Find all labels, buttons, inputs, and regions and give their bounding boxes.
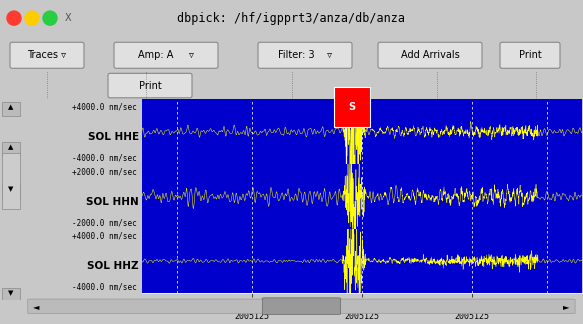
Text: +4000.0 nm/sec: +4000.0 nm/sec (72, 232, 137, 241)
Text: Print: Print (519, 50, 542, 60)
Circle shape (25, 11, 39, 25)
FancyBboxPatch shape (500, 42, 560, 68)
Text: dbpick: /hf/igpprt3/anza/db/anza: dbpick: /hf/igpprt3/anza/db/anza (177, 12, 405, 25)
Text: SOL HHE: SOL HHE (87, 132, 139, 142)
Text: Traces ▿: Traces ▿ (27, 50, 66, 60)
Text: Add Arrivals: Add Arrivals (401, 50, 459, 60)
Text: +2000.0 nm/sec: +2000.0 nm/sec (72, 167, 137, 176)
FancyBboxPatch shape (2, 153, 20, 209)
Text: +4000.0 nm/sec: +4000.0 nm/sec (72, 103, 137, 112)
Text: ▲: ▲ (8, 144, 14, 150)
Text: Print: Print (139, 81, 161, 91)
Text: ▲: ▲ (8, 104, 14, 110)
Text: ◄: ◄ (33, 302, 40, 311)
Text: -2000.0 nm/sec: -2000.0 nm/sec (72, 218, 137, 227)
Text: ▼: ▼ (8, 186, 14, 192)
Text: ►: ► (563, 302, 570, 311)
Text: SOL HHZ: SOL HHZ (87, 261, 139, 271)
FancyBboxPatch shape (258, 42, 352, 68)
Text: X: X (65, 13, 71, 23)
Text: -4000.0 nm/sec: -4000.0 nm/sec (72, 154, 137, 162)
FancyBboxPatch shape (2, 142, 20, 156)
FancyBboxPatch shape (2, 184, 20, 198)
Text: -4000.0 nm/sec: -4000.0 nm/sec (72, 283, 137, 292)
Circle shape (43, 11, 57, 25)
FancyBboxPatch shape (262, 298, 340, 315)
FancyBboxPatch shape (114, 42, 218, 68)
Circle shape (7, 11, 21, 25)
FancyBboxPatch shape (108, 73, 192, 98)
FancyBboxPatch shape (378, 42, 482, 68)
Text: ▼: ▼ (8, 290, 14, 296)
Text: Filter: 3    ▿: Filter: 3 ▿ (278, 50, 332, 60)
Text: SOL HHN: SOL HHN (86, 197, 139, 206)
Text: S: S (349, 102, 356, 112)
FancyBboxPatch shape (10, 42, 84, 68)
FancyBboxPatch shape (28, 299, 575, 314)
Text: Amp: A     ▿: Amp: A ▿ (138, 50, 194, 60)
FancyBboxPatch shape (2, 102, 20, 116)
FancyBboxPatch shape (2, 288, 20, 302)
